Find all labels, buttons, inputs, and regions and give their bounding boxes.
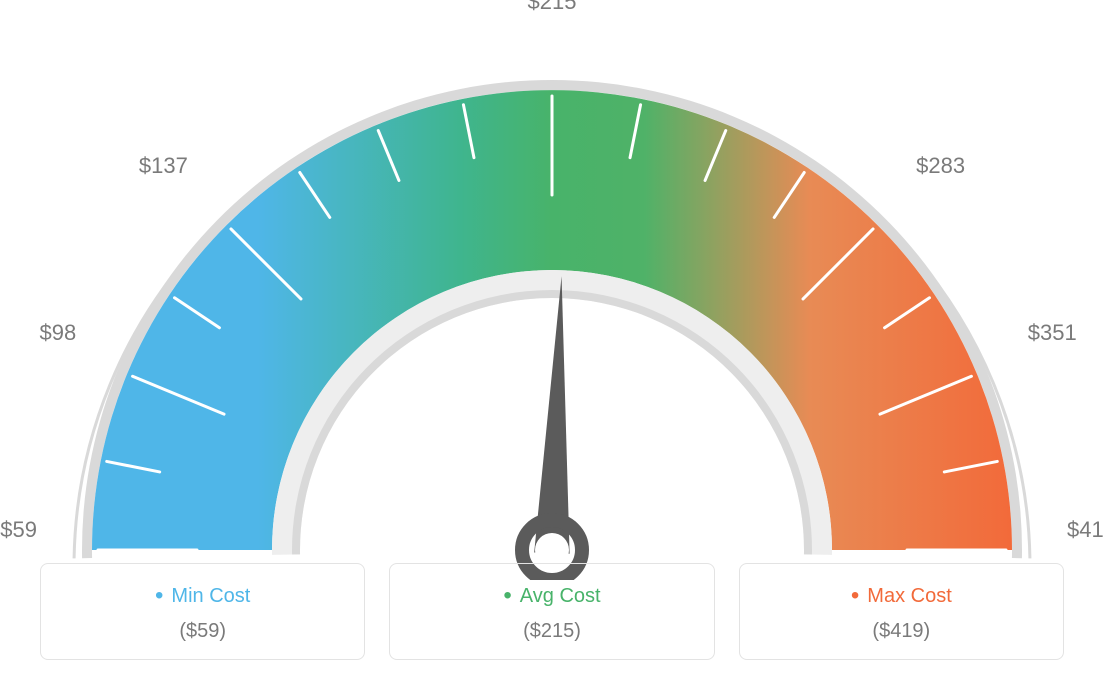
legend-label-max: Max Cost xyxy=(750,582,1053,610)
legend-label-min: Min Cost xyxy=(51,582,354,610)
legend-label-avg: Avg Cost xyxy=(400,582,703,610)
legend-card-min: Min Cost ($59) xyxy=(40,563,365,660)
legend-value-max: ($419) xyxy=(750,620,1053,643)
legend-card-avg: Avg Cost ($215) xyxy=(389,563,714,660)
legend-card-max: Max Cost ($419) xyxy=(739,563,1064,660)
gauge-area: $59 $98 $137 $215 $283 $351 $419 xyxy=(0,0,1104,560)
legend-value-avg: ($215) xyxy=(400,620,703,643)
gauge-tick-label: $59 xyxy=(0,517,37,543)
cost-gauge-infographic: $59 $98 $137 $215 $283 $351 $419 Min Cost ($59… xyxy=(0,0,1104,690)
legend-value-min: ($59) xyxy=(51,620,354,643)
gauge-tick-label: $419 xyxy=(1067,517,1104,543)
gauge-tick-label: $283 xyxy=(916,153,965,179)
gauge-tick-label: $98 xyxy=(39,320,76,346)
gauge-tick-label: $351 xyxy=(1028,320,1077,346)
gauge-svg xyxy=(22,20,1082,580)
gauge-tick-label: $215 xyxy=(528,0,577,15)
gauge-tick-label: $137 xyxy=(139,153,188,179)
legend-row: Min Cost ($59) Avg Cost ($215) Max Cost … xyxy=(40,563,1064,660)
